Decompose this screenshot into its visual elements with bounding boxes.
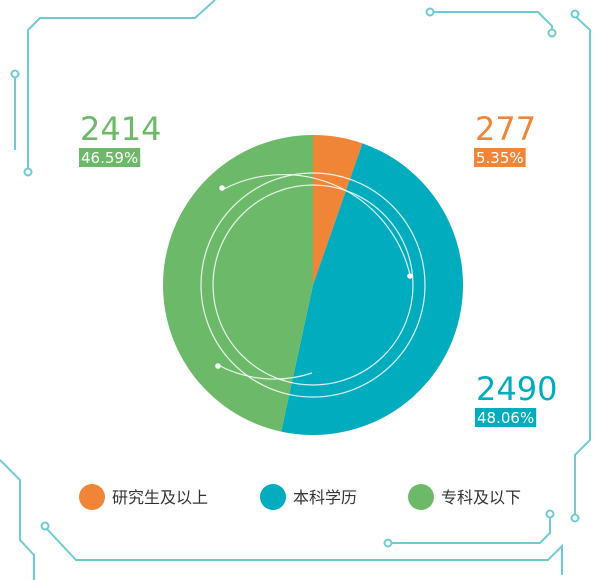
value-label: 2490 <box>476 370 557 408</box>
percent-label: 48.06% <box>477 409 534 427</box>
pie-slice <box>163 135 313 432</box>
percent-label: 46.59% <box>81 149 138 167</box>
percent-label: 5.35% <box>476 149 524 167</box>
value-label: 2414 <box>80 110 161 148</box>
value-label: 277 <box>475 110 536 148</box>
legend-label: 本科学历 <box>293 488 357 507</box>
legend-marker <box>408 484 434 510</box>
legend-label: 研究生及以上 <box>112 488 208 507</box>
legend-marker <box>260 484 286 510</box>
chart: 2775.35% 249048.06% 241446.59% 研究生及以上 本科学历 专科… <box>0 0 595 580</box>
legend-label: 专科及以下 <box>441 488 521 507</box>
legend-marker <box>79 484 105 510</box>
